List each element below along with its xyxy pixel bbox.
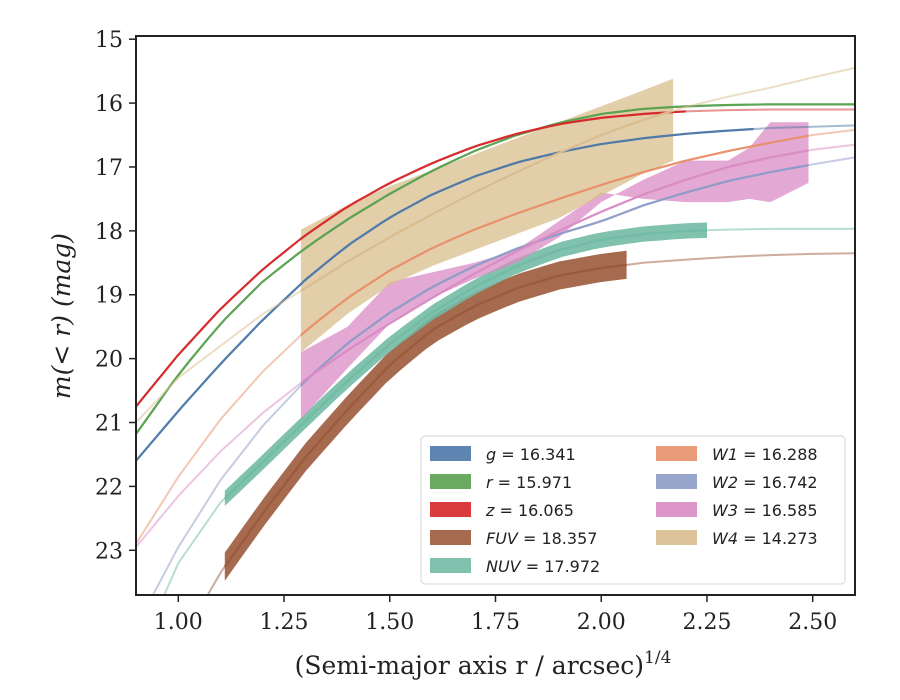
profile-line-z bbox=[136, 110, 686, 408]
legend-swatch-w1 bbox=[656, 446, 697, 461]
x-tick-label: 2.50 bbox=[788, 610, 837, 635]
x-tick-label: 2.00 bbox=[577, 610, 626, 635]
legend-value-nuv: = 17.972 bbox=[521, 557, 601, 576]
profile-line-w1 bbox=[300, 134, 809, 337]
legend-swatch-w3 bbox=[656, 502, 697, 517]
profile-line-fuv bbox=[223, 263, 627, 568]
legend-value-fuv: = 18.357 bbox=[518, 529, 598, 548]
legend-value-z: = 16.065 bbox=[494, 501, 574, 520]
band-w3 bbox=[300, 122, 809, 420]
legend-swatch-fuv bbox=[430, 530, 471, 545]
legend-var-w2: W2 bbox=[712, 473, 738, 492]
x-tick-label: 1.50 bbox=[365, 610, 414, 635]
profile-line-g bbox=[136, 127, 754, 462]
y-tick-label: 19 bbox=[95, 284, 123, 309]
x-tick-label: 1.25 bbox=[260, 610, 309, 635]
x-tick-label: 1.75 bbox=[471, 610, 520, 635]
x-tick-label: 2.25 bbox=[682, 610, 731, 635]
legend-var-w1: W1 bbox=[712, 445, 738, 464]
curves-layer bbox=[136, 66, 855, 595]
legend-swatch-w4 bbox=[656, 530, 697, 545]
legend-swatch-w2 bbox=[656, 474, 697, 489]
legend-label-r: r = 15.971 bbox=[486, 473, 572, 492]
y-tick-label: 22 bbox=[95, 475, 123, 500]
profile-line-w2 bbox=[300, 164, 809, 387]
legend-var-g: g bbox=[486, 445, 496, 464]
y-tick-label: 17 bbox=[95, 156, 123, 181]
legend-value-r: = 15.971 bbox=[493, 473, 573, 492]
legend-var-fuv: FUV bbox=[486, 529, 519, 548]
legend-var-z: z bbox=[485, 501, 495, 520]
y-axis: 15 16 17 18 19 20 21 22 23 bbox=[95, 28, 136, 564]
profile-line-nuv bbox=[224, 229, 708, 500]
legend-var-r: r bbox=[486, 473, 494, 492]
legend-var-w4: W4 bbox=[712, 529, 738, 548]
profile-line-w3 bbox=[300, 149, 809, 384]
profile-line-w4 bbox=[300, 109, 674, 292]
y-tick-label: 16 bbox=[95, 92, 123, 117]
legend-label-w2: W2 = 16.742 bbox=[712, 473, 818, 492]
legend-label-w4: W4 = 14.273 bbox=[712, 529, 818, 548]
legend-swatch-nuv bbox=[430, 558, 471, 573]
band-fuv bbox=[224, 250, 627, 581]
legend-value-w3: = 16.585 bbox=[738, 501, 818, 520]
legend-swatch-g bbox=[430, 446, 471, 461]
legend-value-w4: = 14.273 bbox=[738, 529, 818, 548]
legend-label-nuv: NUV = 17.972 bbox=[486, 557, 600, 576]
x-axis-label-text: (Semi-major axis r / arcsec) bbox=[295, 651, 644, 680]
y-tick-label: 20 bbox=[95, 348, 123, 373]
y-tick-label: 15 bbox=[95, 28, 123, 53]
x-tick-label: 1.00 bbox=[154, 610, 203, 635]
legend-value-w2: = 16.742 bbox=[738, 473, 818, 492]
y-tick-label: 21 bbox=[95, 412, 123, 437]
y-axis-label: m(< r) (mag) bbox=[47, 233, 76, 399]
legend-label-fuv: FUV = 18.357 bbox=[486, 529, 597, 548]
profile-line-r bbox=[136, 103, 855, 435]
legend-value-w1: = 16.288 bbox=[738, 445, 818, 464]
x-axis: 1.00 1.25 1.50 1.75 2.00 2.25 2.50 bbox=[154, 595, 837, 635]
legend-label-w3: W3 = 16.585 bbox=[712, 501, 818, 520]
legend-var-w3: W3 bbox=[712, 501, 738, 520]
legend-var-nuv: NUV bbox=[486, 557, 522, 576]
legend-swatch-z bbox=[430, 502, 471, 517]
legend-value-g: = 16.341 bbox=[496, 445, 576, 464]
legend-swatch-r bbox=[430, 474, 471, 489]
legend-label-g: g = 16.341 bbox=[486, 445, 576, 464]
y-tick-label: 23 bbox=[95, 539, 123, 564]
x-axis-label-exponent: 1/4 bbox=[644, 648, 671, 668]
y-tick-label: 18 bbox=[95, 220, 123, 245]
x-axis-label: (Semi-major axis r / arcsec)1/4 bbox=[295, 648, 672, 680]
legend-label-z: z = 16.065 bbox=[485, 501, 574, 520]
legend-frame bbox=[420, 435, 846, 585]
legend-label-w1: W1 = 16.288 bbox=[712, 445, 818, 464]
